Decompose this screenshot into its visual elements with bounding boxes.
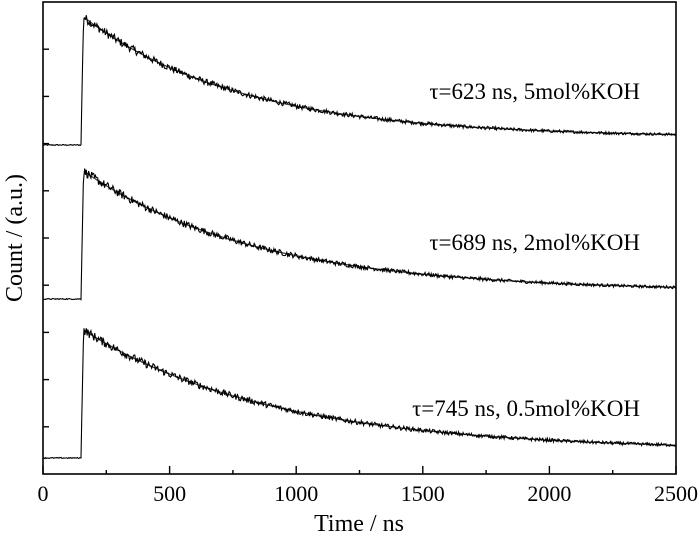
decay-curve-fit xyxy=(83,170,676,288)
x-axis-label: Time / ns xyxy=(314,511,404,537)
y-axis-ticks xyxy=(43,48,49,428)
decay-curve-fit xyxy=(83,16,676,136)
x-tick-label: 0 xyxy=(38,481,49,506)
series-label: τ=745 ns, 0.5mol%KOH xyxy=(412,396,640,421)
x-tick-label: 2500 xyxy=(654,481,698,506)
decay-curve-fit xyxy=(83,329,676,446)
series-labels-layer: τ=623 ns, 5mol%KOH τ=689 ns, 2mol%KOH τ=74… xyxy=(412,79,640,421)
x-tick-label: 500 xyxy=(153,481,186,506)
decay-curve-data xyxy=(42,328,677,460)
x-axis-ticks: 0 500 1000 1500 2000 2500 xyxy=(38,466,698,506)
series-label: τ=623 ns, 5mol%KOH xyxy=(429,79,640,104)
series-label: τ=689 ns, 2mol%KOH xyxy=(429,230,640,255)
x-tick-label: 2000 xyxy=(527,481,571,506)
y-axis-label: Count / (a.u.) xyxy=(2,174,28,302)
x-tick-label: 1000 xyxy=(274,481,318,506)
curves-layer xyxy=(42,15,677,460)
x-tick-label: 1500 xyxy=(401,481,445,506)
